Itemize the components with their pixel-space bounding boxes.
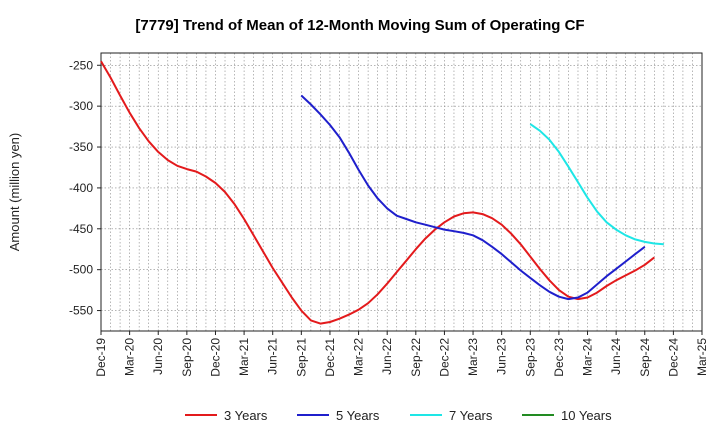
x-tick-label: Dec-22 — [437, 338, 451, 377]
plot-area-frame — [100, 52, 703, 332]
x-tick-label: Jun-21 — [266, 338, 280, 375]
y-tick-label: -500 — [69, 263, 93, 277]
x-tick-label: Mar-25 — [695, 338, 709, 376]
y-tick-label: -350 — [69, 140, 93, 154]
x-tick-label: Mar-21 — [237, 338, 251, 376]
x-tick-label: Jun-22 — [380, 338, 394, 375]
y-axis-label: Amount (million yen) — [7, 133, 22, 252]
chart-title: [7779] Trend of Mean of 12-Month Moving … — [135, 17, 584, 34]
grid-lines — [101, 53, 702, 331]
legend-label: 7 Years — [449, 408, 493, 423]
legend: 3 Years 5 Years 7 Years 10 Years — [185, 408, 612, 423]
x-tick-label: Sep-21 — [294, 338, 308, 377]
y-tick-label: -550 — [69, 304, 93, 318]
y-tick-label: -400 — [69, 181, 93, 195]
series-line-7-years — [529, 123, 664, 246]
x-tick-label: Dec-24 — [666, 338, 680, 377]
y-tick-label: -450 — [69, 222, 93, 236]
legend-label: 5 Years — [336, 408, 380, 423]
y-tick-label: -300 — [69, 99, 93, 113]
x-tick-label: Jun-20 — [151, 338, 165, 375]
series-line-3-years — [100, 60, 655, 325]
x-tick-label: Sep-23 — [523, 338, 537, 377]
x-tick-label: Mar-22 — [352, 338, 366, 376]
x-tick-label: Dec-23 — [552, 338, 566, 377]
legend-label: 3 Years — [224, 408, 268, 423]
x-tick-label: Sep-22 — [409, 338, 423, 377]
x-tick-label: Jun-24 — [609, 338, 623, 375]
y-axis: -250 -300 -350 -400 -450 -500 -550 — [69, 58, 101, 318]
y-tick-label: -250 — [69, 58, 93, 72]
x-tick-label: Dec-20 — [208, 338, 222, 377]
series-lines — [100, 60, 664, 325]
x-tick-label: Sep-20 — [180, 338, 194, 377]
x-tick-label: Jun-23 — [495, 338, 509, 375]
x-tick-label: Mar-20 — [123, 338, 137, 376]
x-tick-label: Mar-23 — [466, 338, 480, 376]
x-tick-label: Dec-19 — [94, 338, 108, 377]
x-tick-label: Mar-24 — [581, 338, 595, 376]
series-line-5-years — [300, 94, 646, 301]
x-axis: Dec-19 Mar-20 Jun-20 Sep-20 Dec-20 Mar-21 Jun-… — [94, 331, 709, 377]
x-tick-label: Dec-21 — [323, 338, 337, 377]
legend-label: 10 Years — [561, 408, 612, 423]
x-tick-label: Sep-24 — [638, 338, 652, 377]
